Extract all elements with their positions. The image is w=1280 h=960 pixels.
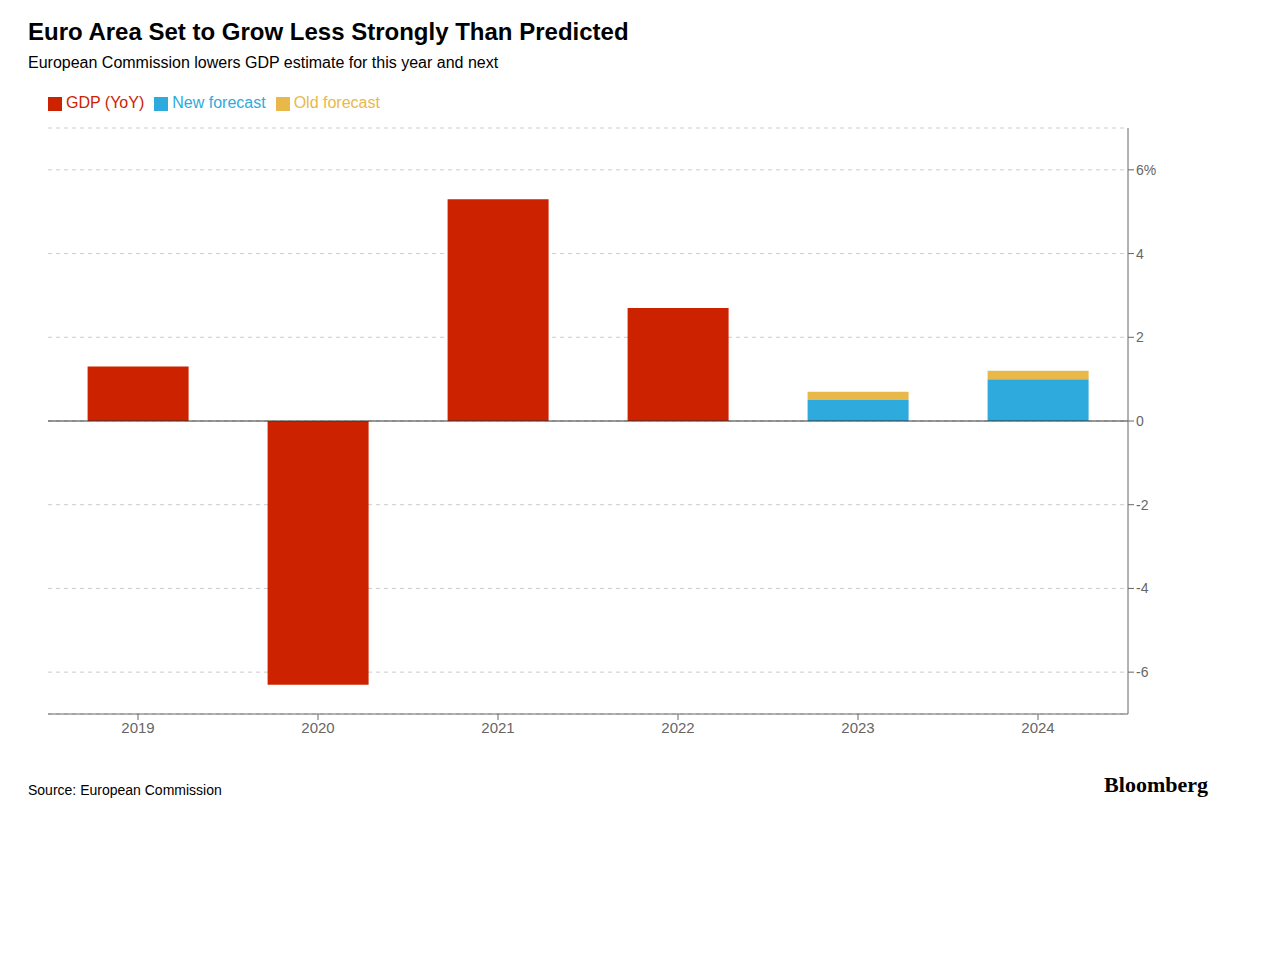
svg-text:4: 4	[1136, 246, 1144, 262]
html-text:GDP (YoY): GDP (YoY)	[66, 94, 145, 111]
svg-text:-6: -6	[1136, 664, 1149, 680]
html-text:Bloomberg: Bloomberg	[1104, 772, 1208, 797]
html-text:Old forecast: Old forecast	[293, 94, 380, 111]
html-text:Euro Area Set to Grow Less Str: Euro Area Set to Grow Less Strongly Than…	[28, 18, 629, 45]
svg-text:0: 0	[1136, 413, 1144, 429]
svg-text:2: 2	[1136, 329, 1144, 345]
svg-text:2022: 2022	[661, 719, 694, 736]
svg-text:2024: 2024	[1021, 719, 1054, 736]
svg-text:2020: 2020	[301, 719, 334, 736]
html-text:Source: European Commission: Source: European Commission	[28, 782, 222, 798]
svg-text:2023: 2023	[841, 719, 874, 736]
svg-text:-2: -2	[1136, 497, 1149, 513]
svg-text:2019: 2019	[121, 719, 154, 736]
svg-text:-4: -4	[1136, 580, 1149, 596]
svg-text:2021: 2021	[481, 719, 514, 736]
html-text:New forecast: New forecast	[172, 94, 266, 111]
svg-text:6%: 6%	[1136, 162, 1156, 178]
html-text:European Commission lowers GDP: European Commission lowers GDP estimate …	[28, 54, 499, 71]
